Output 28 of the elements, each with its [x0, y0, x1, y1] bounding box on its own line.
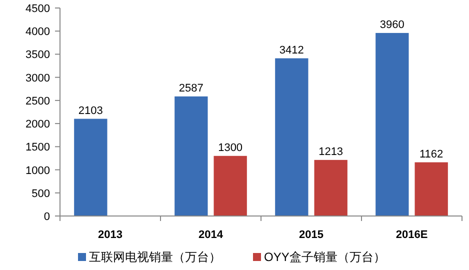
x-tick-label: 2016E [396, 229, 428, 241]
data-label: 1162 [420, 148, 444, 160]
bar [214, 156, 247, 216]
bar [74, 118, 108, 216]
x-tick-label: 2013 [98, 229, 122, 241]
bar [275, 58, 308, 216]
y-tick-label: 2000 [26, 118, 50, 131]
y-tick-label: 0 [44, 211, 50, 223]
bar [314, 160, 348, 216]
data-label: 2103 [78, 104, 103, 117]
data-label: 1213 [318, 146, 344, 158]
data-label: 2587 [178, 82, 204, 94]
x-tick-label: 2015 [299, 229, 324, 241]
y-tick-label: 4500 [26, 3, 50, 15]
data-label: 1300 [218, 142, 243, 154]
y-tick-label: 4000 [26, 26, 50, 38]
y-tick-label: 1000 [26, 164, 50, 177]
bar [376, 32, 409, 216]
y-tick-label: 3500 [26, 49, 50, 62]
data-label: 3960 [380, 18, 404, 31]
y-tick-label: 500 [32, 188, 50, 200]
x-tick-label: 2014 [198, 229, 224, 241]
y-tick-label: 3000 [26, 72, 50, 84]
bar [414, 162, 448, 216]
data-label: 3412 [279, 44, 304, 56]
y-tick-label: 1500 [26, 142, 50, 154]
y-tick-label: 2500 [26, 95, 50, 108]
bar [174, 96, 208, 216]
